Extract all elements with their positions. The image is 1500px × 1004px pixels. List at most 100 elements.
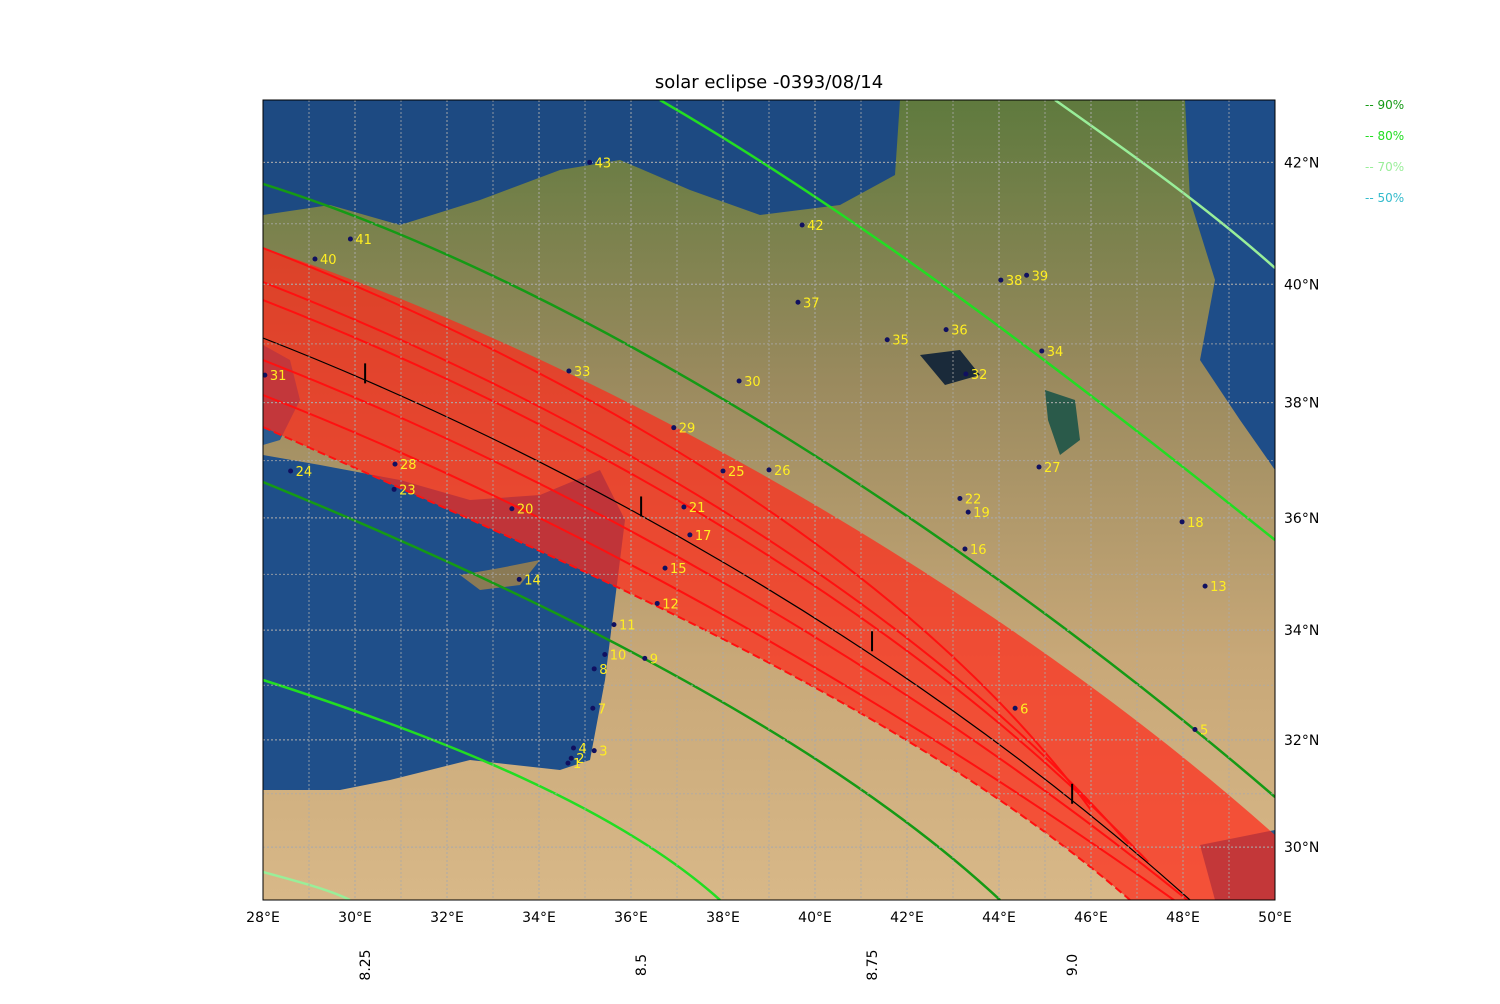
place-label: 43 bbox=[595, 156, 612, 171]
place-label: 12 bbox=[662, 597, 679, 612]
red-line bbox=[263, 247, 1092, 811]
red-line bbox=[263, 359, 1189, 900]
place-label: 10 bbox=[610, 648, 627, 663]
place-dot bbox=[571, 745, 576, 751]
y-tick-label: 32°N bbox=[1284, 733, 1319, 749]
black-sea bbox=[263, 100, 900, 225]
place-dot bbox=[671, 425, 677, 431]
x-tick-label: 48°E bbox=[1166, 910, 1200, 926]
place-dot bbox=[963, 371, 969, 377]
place-dot bbox=[591, 666, 597, 672]
place-label: 1 bbox=[573, 757, 581, 772]
y-tick-label: 42°N bbox=[1284, 155, 1319, 171]
place-dot bbox=[611, 622, 617, 628]
place-dot bbox=[998, 277, 1004, 283]
place-dot bbox=[263, 372, 268, 378]
place-label: 38 bbox=[1006, 274, 1023, 289]
place-label: 42 bbox=[807, 219, 824, 234]
caspian bbox=[1185, 100, 1275, 470]
line-80 bbox=[263, 678, 721, 900]
place-label: 27 bbox=[1044, 461, 1061, 476]
legend-entry: -- 80% bbox=[1365, 129, 1404, 143]
y-tick-label: 38°N bbox=[1284, 396, 1319, 412]
place-dot bbox=[681, 504, 687, 510]
place-label: 13 bbox=[1210, 580, 1227, 595]
place-label: 32 bbox=[971, 368, 988, 383]
place-dot bbox=[965, 509, 971, 515]
time-label: 8.5 bbox=[634, 954, 650, 976]
place-dot bbox=[662, 565, 668, 571]
place-label: 8 bbox=[599, 663, 607, 678]
place-label: 9 bbox=[650, 652, 658, 667]
place-label: 20 bbox=[517, 503, 534, 518]
place-label: 35 bbox=[892, 334, 909, 349]
time-label: 8.75 bbox=[865, 949, 881, 980]
x-tick-label: 38°E bbox=[706, 910, 740, 926]
place-label: 31 bbox=[270, 369, 287, 384]
place-dot bbox=[1024, 272, 1030, 278]
axes: 28°E 30°E 32°E 34°E 36°E 38°E 40°E 42°E 44°E 46°E… bbox=[246, 155, 1319, 980]
x-tick-label: 34°E bbox=[522, 910, 556, 926]
red-line bbox=[263, 394, 1176, 900]
y-tick-label: 34°N bbox=[1284, 623, 1319, 639]
place-label: 40 bbox=[320, 253, 337, 268]
place-dot bbox=[736, 378, 742, 384]
x-tick-label: 28°E bbox=[246, 910, 280, 926]
place-dot bbox=[565, 760, 571, 766]
place-label: 28 bbox=[400, 458, 417, 473]
place-label: 17 bbox=[695, 529, 712, 544]
y-tick-label: 36°N bbox=[1284, 511, 1319, 527]
place-label: 3 bbox=[599, 745, 607, 760]
place-dot bbox=[957, 495, 963, 501]
magnitude-lines bbox=[263, 100, 1275, 900]
place-label: 11 bbox=[619, 619, 636, 634]
center-line bbox=[263, 337, 1191, 900]
place-label: 25 bbox=[728, 465, 745, 480]
place-dot bbox=[1039, 348, 1045, 354]
place-dot bbox=[288, 468, 294, 474]
place-dot bbox=[566, 368, 572, 374]
time-label: 9.0 bbox=[1065, 954, 1081, 976]
place-label: 34 bbox=[1047, 345, 1064, 360]
line-70 bbox=[1054, 100, 1275, 269]
place-dot bbox=[799, 222, 805, 228]
place-dot bbox=[568, 755, 574, 761]
map-title: solar eclipse -0393/08/14 bbox=[655, 72, 883, 93]
place-label: 21 bbox=[689, 501, 706, 516]
place-label: 5 bbox=[1200, 724, 1208, 739]
place-dot bbox=[766, 467, 772, 473]
place-dot bbox=[1202, 583, 1208, 589]
line-90 bbox=[263, 182, 1275, 798]
place-label: 22 bbox=[965, 492, 982, 507]
place-label: 41 bbox=[355, 233, 372, 248]
red-line bbox=[263, 426, 1131, 900]
place-dot bbox=[1012, 705, 1018, 711]
place-dot bbox=[602, 651, 608, 657]
place-dot bbox=[720, 468, 726, 474]
y-tick-label: 30°N bbox=[1284, 840, 1319, 856]
red-lines bbox=[263, 247, 1189, 900]
x-tick-label: 30°E bbox=[338, 910, 372, 926]
place-label: 33 bbox=[574, 365, 591, 380]
legend-entry: -- 50% bbox=[1365, 191, 1404, 205]
place-dot bbox=[884, 337, 890, 343]
frame bbox=[262, 99, 1276, 901]
time-label: 8.25 bbox=[358, 949, 374, 980]
place-label: 7 bbox=[598, 702, 606, 717]
place-dot bbox=[391, 486, 397, 492]
x-tick-label: 32°E bbox=[430, 910, 464, 926]
place-dot bbox=[312, 256, 318, 262]
place-label: 39 bbox=[1032, 269, 1049, 284]
grid bbox=[263, 100, 1275, 900]
place-dot bbox=[590, 705, 596, 711]
cyprus bbox=[460, 560, 540, 590]
place-dot bbox=[509, 506, 515, 512]
place-dot bbox=[516, 576, 522, 582]
y-tick-label: 40°N bbox=[1284, 277, 1319, 293]
place-dot bbox=[642, 655, 648, 661]
place-dot bbox=[962, 546, 968, 552]
